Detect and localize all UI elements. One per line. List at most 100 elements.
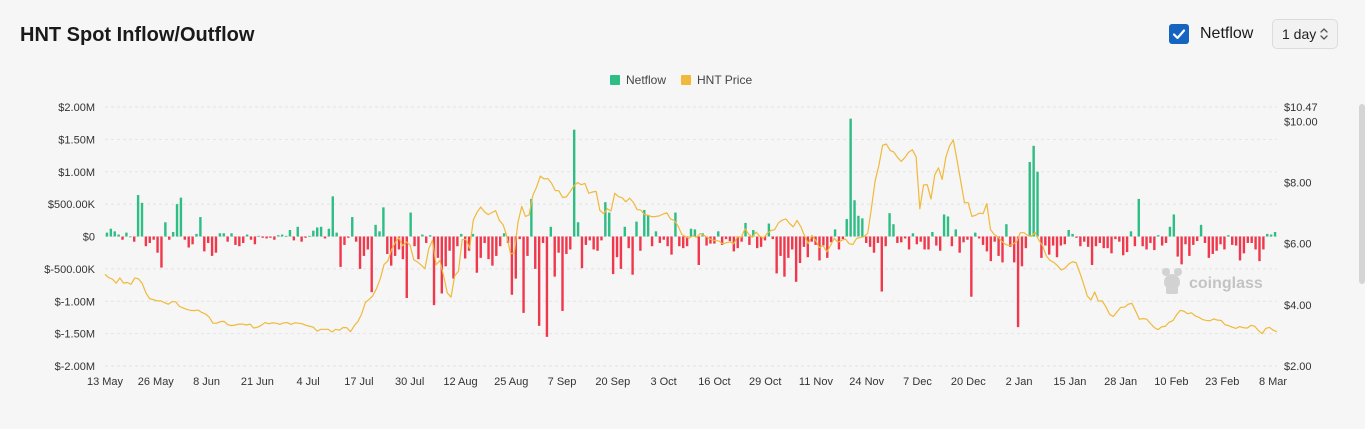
netflow-bar xyxy=(791,236,794,250)
netflow-bar xyxy=(1051,236,1055,246)
netflow-bar xyxy=(1145,236,1148,250)
netflow-bar xyxy=(541,236,545,243)
x-axis-tick-label: 20 Dec xyxy=(951,376,986,388)
netflow-bar xyxy=(1079,236,1082,247)
check-icon xyxy=(1172,29,1186,40)
netflow-bar xyxy=(1067,230,1070,237)
netflow-bar xyxy=(1137,198,1140,237)
netflow-bar xyxy=(775,236,778,274)
netflow-bar xyxy=(456,236,459,247)
netflow-bar xyxy=(1110,236,1113,254)
netflow-bar xyxy=(358,236,362,269)
netflow-bar xyxy=(646,215,650,237)
netflow-bar xyxy=(935,236,938,246)
netflow-bar xyxy=(1227,235,1230,237)
netflow-bar xyxy=(304,236,307,238)
interval-select[interactable]: 1 day xyxy=(1272,19,1338,49)
netflow-bar xyxy=(125,232,128,237)
netflow-bar xyxy=(195,233,198,237)
netflow-bar xyxy=(861,218,864,237)
netflow-bar xyxy=(171,231,175,237)
netflow-bar xyxy=(273,236,276,240)
netflow-bar xyxy=(1266,233,1269,237)
netflow-bar xyxy=(755,236,759,249)
netflow-bar xyxy=(1215,236,1218,251)
netflow-bar xyxy=(627,236,630,249)
netflow-bar xyxy=(837,236,841,250)
netflow-bar xyxy=(1254,236,1257,250)
netflow-bar xyxy=(277,235,280,237)
netflow-bar xyxy=(553,236,556,277)
netflow-bar xyxy=(522,236,525,313)
netflow-bar xyxy=(1086,236,1090,247)
netflow-bar xyxy=(662,236,665,240)
left-axis-tick-label: $1.50M xyxy=(58,134,95,146)
netflow-bar xyxy=(296,226,299,237)
netflow-bar xyxy=(783,236,786,277)
page-title: HNT Spot Inflow/Outflow xyxy=(20,24,255,46)
netflow-bar xyxy=(401,236,405,260)
netflow-bar xyxy=(366,236,370,250)
x-axis-tick-label: 7 Sep xyxy=(548,376,577,388)
netflow-bar xyxy=(121,236,124,240)
legend-label-price: HNT Price xyxy=(697,73,752,87)
netflow-bar xyxy=(323,236,327,239)
netflow-bar xyxy=(1028,162,1031,237)
netflow-bar xyxy=(502,233,506,237)
right-axis: $10.47 $10.00 $8.00 $6.00 $4.00 $2.00 xyxy=(1284,102,1318,373)
x-axis-tick-label: 8 Jun xyxy=(193,376,220,388)
netflow-bar xyxy=(463,236,467,259)
netflow-bar xyxy=(144,236,148,247)
netflow-bar xyxy=(1172,214,1176,237)
netflow-bar xyxy=(981,236,985,245)
netflow-bar xyxy=(475,236,479,273)
netflow-bar xyxy=(1234,236,1238,246)
left-axis-tick-label: $-2.00M xyxy=(55,361,95,373)
netflow-bar xyxy=(779,236,782,256)
watermark-text: coinglass xyxy=(1189,275,1263,292)
netflow-bar xyxy=(249,236,253,240)
netflow-checkbox[interactable] xyxy=(1169,24,1189,44)
netflow-bar xyxy=(483,236,486,243)
netflow-bar xyxy=(1024,236,1028,249)
netflow-toggle[interactable]: Netflow xyxy=(1169,24,1253,44)
netflow-bar xyxy=(191,236,194,245)
legend-swatch-price xyxy=(681,75,691,85)
netflow-bar xyxy=(284,235,288,237)
netflow-bar xyxy=(1055,236,1059,258)
netflow-bar xyxy=(970,236,973,297)
netflow-bar xyxy=(911,233,915,237)
netflow-bar xyxy=(794,236,798,282)
x-axis-tick-label: 17 Jul xyxy=(344,376,373,388)
vertical-scrollbar[interactable] xyxy=(1359,104,1365,284)
netflow-bar xyxy=(569,236,572,250)
netflow-bar xyxy=(884,236,887,247)
netflow-bar xyxy=(650,236,654,247)
netflow-bar xyxy=(1102,236,1105,249)
netflow-bar xyxy=(129,236,132,238)
netflow-bar xyxy=(1168,226,1172,237)
coinglass-logo-icon xyxy=(1162,268,1182,294)
netflow-bar xyxy=(1020,236,1024,267)
netflow-bar xyxy=(802,236,806,247)
netflow-bar xyxy=(206,236,210,243)
netflow-bar xyxy=(997,236,1000,256)
netflow-bar xyxy=(1040,236,1043,258)
netflow-bar xyxy=(1044,236,1047,246)
netflow-bar xyxy=(752,230,755,237)
right-axis-tick-label: $4.00 xyxy=(1284,300,1312,312)
right-axis-tick-label: $8.00 xyxy=(1284,178,1312,190)
netflow-bar xyxy=(1118,236,1121,242)
netflow-bar xyxy=(230,233,233,237)
netflow-bar xyxy=(148,236,151,243)
netflow-bar xyxy=(405,236,408,299)
netflow-bar xyxy=(1083,236,1086,242)
netflow-bar xyxy=(105,232,109,237)
netflow-bar xyxy=(370,236,373,293)
netflow-bar xyxy=(833,229,837,237)
interval-select-value: 1 day xyxy=(1282,26,1317,42)
x-axis-tick-label: 12 Aug xyxy=(443,376,477,388)
netflow-bars xyxy=(105,118,1277,337)
coinglass-watermark: coinglass xyxy=(1162,268,1263,294)
